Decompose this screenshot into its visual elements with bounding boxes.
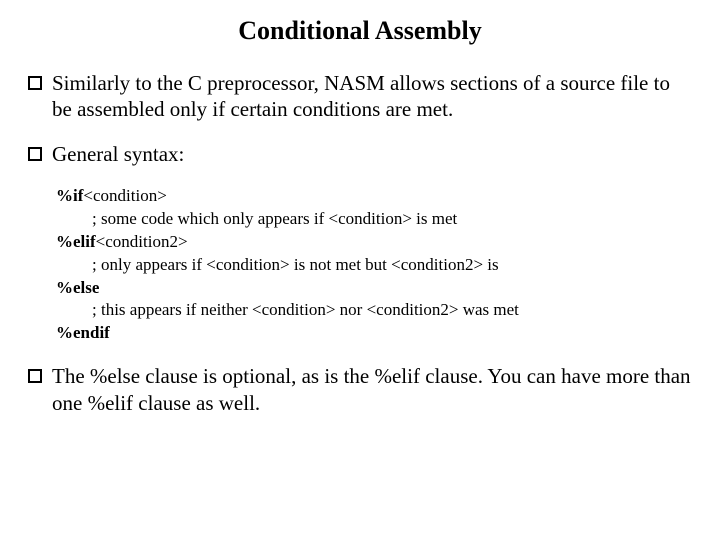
code-rest: ; this appears if neither <condition> no… [92, 300, 519, 319]
square-bullet-icon [28, 369, 42, 383]
code-directive: %endif [56, 323, 110, 342]
slide-title: Conditional Assembly [28, 16, 692, 46]
code-rest: <condition> [83, 186, 166, 205]
slide: Conditional Assembly Similarly to the C … [0, 0, 720, 540]
code-directive: %if [56, 186, 83, 205]
bullet-item: Similarly to the C preprocessor, NASM al… [28, 70, 692, 123]
bullet-item: The %else clause is optional, as is the … [28, 363, 692, 416]
bullet-text: The %else clause is optional, as is the … [52, 363, 692, 416]
code-line: ; only appears if <condition> is not met… [56, 254, 692, 277]
code-line: ; some code which only appears if <condi… [56, 208, 692, 231]
code-directive: %elif [56, 232, 96, 251]
code-rest: ; some code which only appears if <condi… [92, 209, 457, 228]
bullet-text: General syntax: [52, 141, 184, 167]
code-line: ; this appears if neither <condition> no… [56, 299, 692, 322]
code-line: %endif [56, 322, 692, 345]
code-line: %elif<condition2> [56, 231, 692, 254]
code-directive: %else [56, 278, 99, 297]
square-bullet-icon [28, 76, 42, 90]
code-line: %if<condition> [56, 185, 692, 208]
bullet-text: Similarly to the C preprocessor, NASM al… [52, 70, 692, 123]
square-bullet-icon [28, 147, 42, 161]
code-line: %else [56, 277, 692, 300]
code-rest: ; only appears if <condition> is not met… [92, 255, 499, 274]
code-rest: <condition2> [96, 232, 188, 251]
bullet-item: General syntax: [28, 141, 692, 167]
code-block: %if<condition> ; some code which only ap… [56, 185, 692, 346]
